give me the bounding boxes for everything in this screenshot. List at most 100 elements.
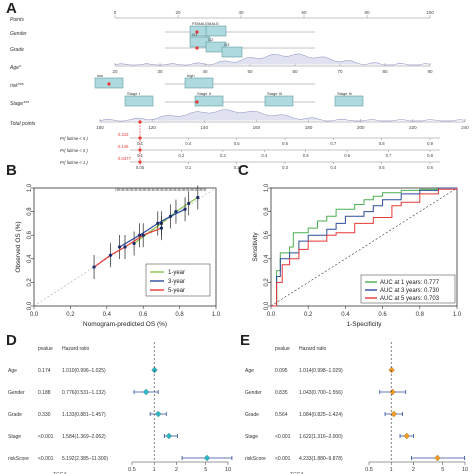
nomogram-tick-label: 60: [301, 10, 307, 15]
legend-label: AUC at 1 years: 0.777: [380, 280, 440, 286]
nomogram-tick-label: 0.1: [137, 153, 143, 158]
nomogram-level-box: [221, 46, 243, 58]
x-tick-label: 1.0: [212, 312, 221, 318]
forest-row-hr: 1.043(0.700–1.556): [299, 390, 343, 396]
forest-row-hr: 1.133(0.881–1.457): [62, 412, 106, 418]
nomogram-tick-label: 40: [238, 10, 244, 15]
legend-label: 5-year: [168, 288, 185, 294]
y-tick-label: 0.4: [27, 254, 33, 263]
nomogram-tick-label: 100: [426, 10, 434, 15]
y-tick-label: 0.6: [27, 230, 33, 239]
y-tick-label: 0.0: [27, 301, 33, 310]
nomogram-tick-label: 0.6: [427, 165, 433, 170]
x-tick-label: 0.5: [128, 467, 136, 473]
nomogram-tick-label: 220: [409, 125, 417, 130]
nomogram-tick-label: 0.8: [427, 153, 433, 158]
forest-point: [389, 388, 396, 396]
nomogram-prob-value: 0.313: [118, 132, 129, 137]
nomogram-level-box: [264, 95, 294, 107]
roc-curve: [271, 187, 457, 307]
plot-frame: [270, 187, 458, 307]
nomogram-level-label: G2: [208, 37, 214, 42]
x-tick-label: 0.5: [365, 467, 373, 473]
forest-row-pvalue: <0.001: [275, 434, 291, 440]
forest-row-pvalue: <0.001: [38, 456, 54, 462]
forest-row-pvalue: <0.001: [275, 456, 291, 462]
forest-row-hr: 1.584(1.369–2.062): [62, 434, 106, 440]
nomogram-tick-label: 0.5: [379, 165, 385, 170]
forest-point: [142, 388, 150, 396]
panel-label-a: A: [6, 0, 17, 17]
y-tick-label: 0.8: [27, 207, 33, 216]
y-axis-label: Observed OS (%): [15, 221, 22, 272]
calibration-point: [117, 245, 122, 249]
calibration-point: [123, 245, 127, 249]
nomogram-tick-label: 0.05: [136, 165, 145, 170]
reference-diagonal: [270, 187, 458, 307]
calibration-point: [132, 241, 136, 246]
calibration-chart: 0.0 0.2 0.4 0.6 0.8 1.0 0.0 0.2 0.4 0.6 0.8 1.0 Nomo…: [15, 183, 221, 328]
x-tick-label: 0.8: [416, 312, 425, 318]
forest-point: [403, 432, 410, 440]
nomogram-tick-label: 0.9: [427, 141, 433, 146]
calibration-point: [196, 195, 200, 200]
calibration-point: [187, 201, 191, 205]
nomogram-tick-label: 70: [337, 69, 343, 74]
nomogram-tick-label: 0: [114, 10, 117, 15]
forest-row-name: riskScore: [8, 456, 29, 462]
x-tick-label: 0.2: [304, 312, 313, 318]
nomogram-tick-label: 160: [253, 125, 261, 130]
nomogram-level-label: high: [187, 73, 195, 78]
forest-row-pvalue: 0.835: [275, 390, 288, 396]
forest-point: [434, 454, 441, 462]
nomogram-tick-label: 90: [427, 69, 433, 74]
x-tick-label: 2: [412, 467, 415, 473]
nomogram-tick-label: 0.5: [303, 153, 309, 158]
nomogram-prob-value: 0.145: [118, 144, 129, 149]
forest-row-pvalue: <0.001: [38, 434, 54, 440]
nomogram-row-label: risk***: [10, 83, 25, 89]
nomogram-prob-value: 0.0477: [118, 156, 131, 161]
nomogram-row-label: Stage***: [10, 101, 30, 107]
nomogram-density: [99, 109, 466, 122]
legend-label: AUC at 5 years: 0.703: [380, 296, 440, 302]
nomogram-tick-label: 0.2: [179, 153, 185, 158]
nomogram-tick-label: 80: [364, 10, 370, 15]
forest-row-name: Grade: [8, 412, 22, 418]
x-tick-label: 10: [462, 467, 468, 473]
x-tick-label: 0.6: [378, 312, 387, 318]
nomogram-selected-point: [195, 100, 199, 104]
legend-label: 3-year: [168, 279, 185, 285]
nomogram-tick-label: 0.5: [234, 141, 240, 146]
nomogram-tick-label: 0.8: [379, 141, 385, 146]
nomogram-prob-label: Pr( futime < 1 ): [60, 160, 88, 165]
nomogram-level-box: [205, 25, 227, 37]
panel-label-d: D: [6, 332, 17, 349]
nomogram-level-label: FEMALE: [192, 21, 208, 26]
calibration-point: [108, 253, 113, 257]
roc-chart: 0.0 0.2 0.4 0.6 0.8 1.0 0.0 0.2 0.4 0.6 0.8 1.0 1-Sp…: [252, 183, 462, 328]
forest-x-label: TCGA: [53, 472, 68, 474]
nomogram-tick-label: 40: [202, 69, 208, 74]
nomogram-chart: Points 0 20 40 60 80 100 Gender FEMALE MALE Grade G…: [9, 10, 469, 170]
x-tick-label: 0.4: [341, 312, 350, 318]
forest-plot-e: pvalue Hazard ratio Age 0.095 1.014(0.998–1.…: [245, 342, 468, 474]
x-axis-label: 1-Specificity: [346, 321, 382, 328]
forest-row-hr: 1.014(0.998–1.029): [299, 368, 343, 374]
forest-row-pvalue: 0.174: [38, 368, 51, 374]
forest-row-hr: 0.776(0.531–1.132): [62, 390, 106, 396]
forest-row-pvalue: 0.330: [38, 412, 51, 418]
forest-point: [151, 366, 158, 374]
forest-point: [155, 410, 162, 418]
forest-header-hr: Hazard ratio: [62, 346, 89, 352]
nomogram-level-label: Stage III: [267, 91, 282, 96]
nomogram-selected-point: [138, 120, 142, 124]
forest-row-hr: 4.233(1.880–9.878): [299, 456, 343, 462]
forest-row-hr: 1.084(0.825–1.424): [299, 412, 343, 418]
nomogram-tick-label: 50: [247, 69, 253, 74]
y-tick-label: 0.0: [264, 301, 270, 310]
x-tick-label: 5: [441, 467, 444, 473]
y-tick-label: 1.0: [27, 183, 33, 192]
nomogram-level-box: [334, 95, 364, 107]
x-tick-label: 0.0: [30, 312, 39, 318]
